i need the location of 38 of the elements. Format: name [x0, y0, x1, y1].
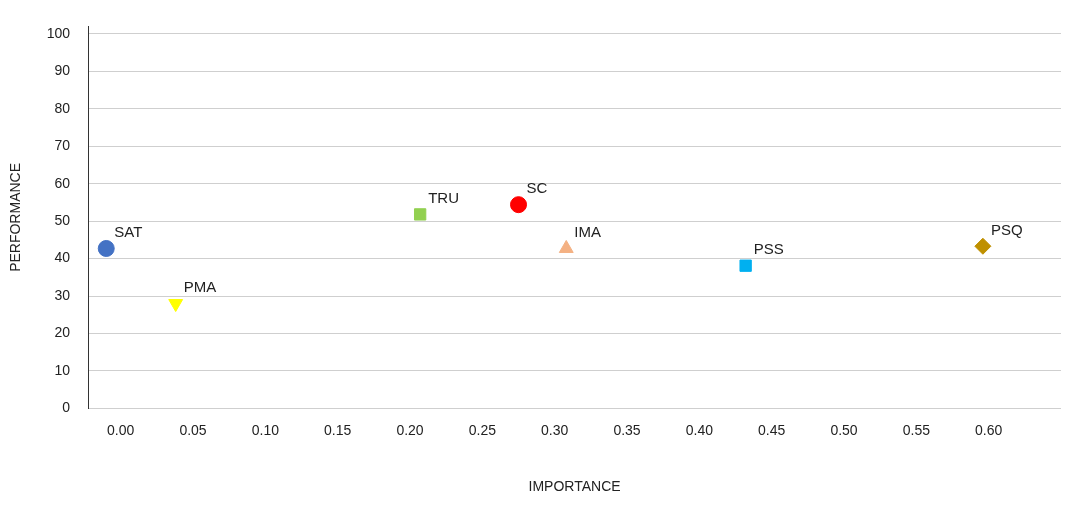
x-tick-label: 0.40: [685, 421, 714, 438]
point: [414, 208, 427, 221]
x-tick-label: 0.05: [179, 421, 207, 438]
point: [510, 196, 528, 214]
series-label: SC: [526, 179, 548, 197]
x-tick-label: 0.20: [396, 421, 424, 438]
point: [974, 237, 992, 255]
y-tick-label: 60: [54, 174, 71, 191]
y-tick-label: 80: [54, 99, 71, 116]
x-tick-label: 0.55: [902, 421, 931, 438]
series-label: PSQ: [990, 220, 1023, 238]
y-tick-label: 70: [54, 137, 71, 154]
x-axis-title: IMPORTANCE: [528, 478, 621, 495]
x-tick-label: 0.15: [324, 421, 352, 438]
x-tick-label: 0.25: [468, 421, 497, 438]
y-tick-label: 40: [54, 249, 71, 266]
y-tick-label: 100: [46, 24, 71, 41]
x-tick-label: 0.60: [975, 421, 1003, 438]
y-tick-label: 30: [54, 286, 71, 303]
x-tick-label: 0.10: [251, 421, 280, 438]
series-label: TRU: [428, 189, 459, 207]
y-tick-label: 10: [54, 361, 71, 378]
y-tick-label: 90: [54, 62, 71, 79]
point: [739, 259, 752, 272]
x-tick-label: 0.45: [758, 421, 786, 438]
series-label: PMA: [183, 278, 217, 296]
series-label: IMA: [574, 223, 601, 241]
y-tick-label: 0: [62, 399, 71, 416]
y-tick-label: 50: [54, 212, 71, 228]
x-tick-label: 0.50: [830, 421, 858, 438]
x-tick-label: 0.00: [107, 421, 135, 438]
x-tick-label: 0.35: [613, 421, 641, 438]
x-tick-label: 0.30: [541, 421, 569, 438]
series-label: SAT: [114, 223, 143, 241]
y-tick-label: 20: [54, 324, 71, 341]
y-axis-title: PERFORMANCE: [7, 162, 24, 272]
point: [97, 239, 115, 257]
series-label: PSS: [753, 240, 784, 258]
